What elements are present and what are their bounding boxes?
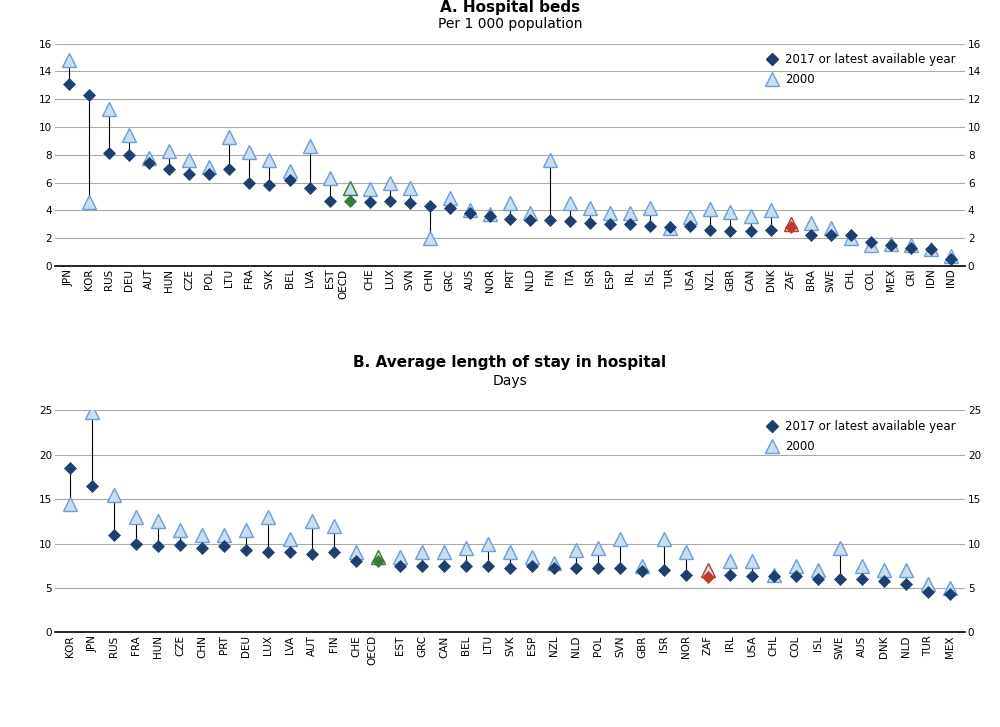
- Text: Per 1 000 population: Per 1 000 population: [438, 17, 582, 31]
- Text: A. Hospital beds: A. Hospital beds: [440, 0, 580, 15]
- Text: Days: Days: [493, 374, 527, 388]
- Text: B. Average length of stay in hospital: B. Average length of stay in hospital: [353, 356, 667, 370]
- Legend: 2017 or latest available year, 2000: 2017 or latest available year, 2000: [761, 416, 959, 457]
- Legend: 2017 or latest available year, 2000: 2017 or latest available year, 2000: [761, 49, 959, 89]
